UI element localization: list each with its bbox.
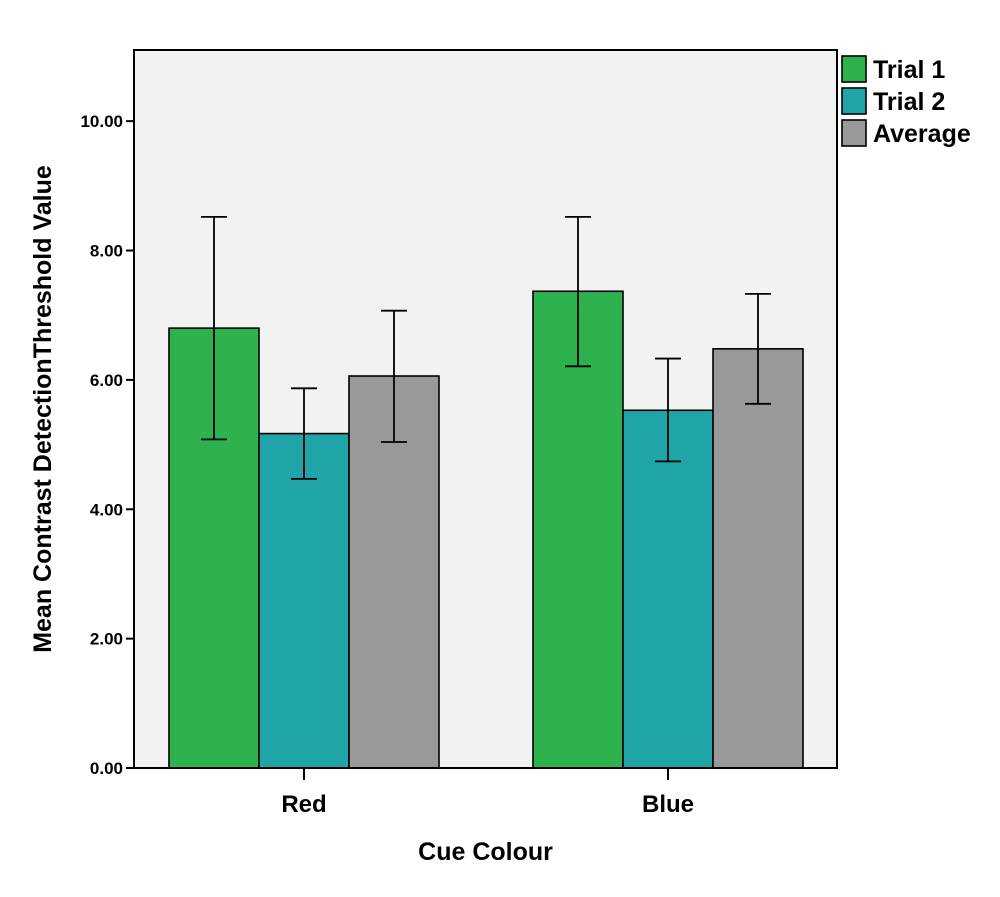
- plot-frame: [133, 49, 838, 769]
- x-tick-label: Blue: [642, 791, 694, 818]
- x-axis: Red Blue: [281, 768, 694, 818]
- legend-swatch: [841, 55, 867, 83]
- legend-swatch: [841, 119, 867, 147]
- error-bars-layer: [201, 215, 771, 480]
- bar-trial-2-blue: [622, 409, 714, 769]
- legend-label: Trial 2: [873, 88, 945, 116]
- bar-average-blue: [712, 348, 804, 769]
- legend: Trial 1 Trial 2 Average: [841, 55, 971, 148]
- y-tick-label: 0.00: [90, 759, 123, 778]
- bar-trial-1-blue: [532, 290, 624, 769]
- y-axis: 0.00 2.00 4.00 6.00 8.00 10.00: [80, 112, 134, 778]
- bars-layer: [168, 290, 804, 769]
- x-tick-label: Red: [281, 791, 326, 818]
- bar-trial-2-red: [258, 432, 350, 769]
- y-tick-label: 10.00: [80, 112, 123, 131]
- y-tick-label: 6.00: [90, 371, 123, 390]
- x-axis-title: Cue Colour: [418, 838, 553, 866]
- y-tick-label: 2.00: [90, 630, 123, 649]
- legend-label: Average: [873, 120, 971, 148]
- y-tick-label: 8.00: [90, 242, 123, 261]
- y-tick-label: 4.00: [90, 500, 123, 519]
- legend-label: Trial 1: [873, 56, 945, 84]
- y-axis-title: Mean Contrast DetectionThreshold Value: [29, 165, 57, 653]
- legend-swatch: [841, 87, 867, 115]
